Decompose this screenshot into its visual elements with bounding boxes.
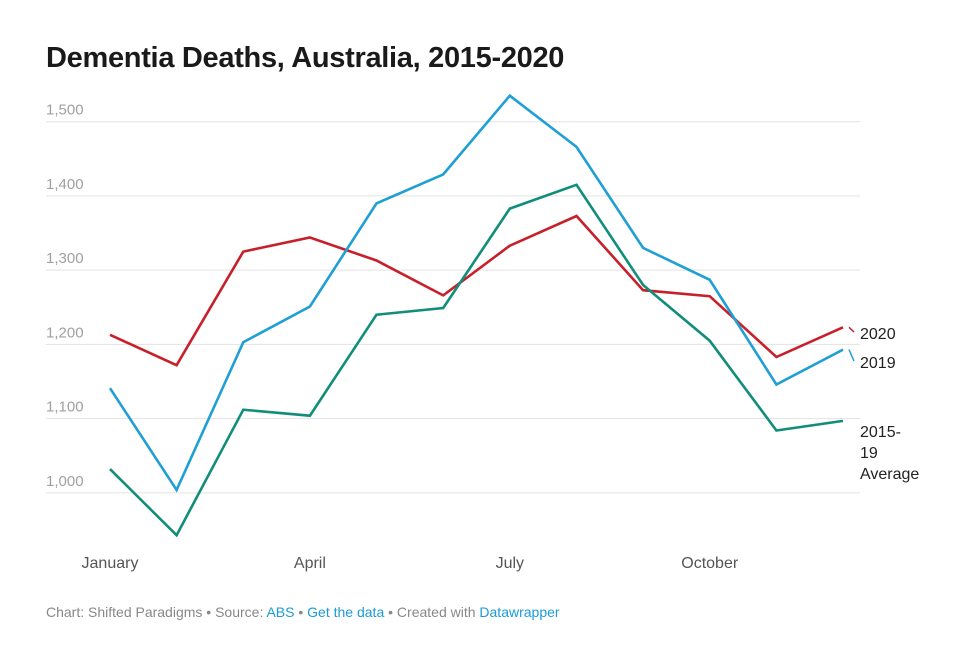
x-tick-label: April [294,555,326,572]
series-label-line: 19 [860,445,878,462]
x-axis-ticks: January April July October [82,555,739,572]
x-tick-label: July [496,555,524,572]
series-line [108,93,844,493]
series-line [109,183,844,538]
series-label: 2020 [860,326,896,343]
series-label-line: Average [860,466,919,483]
footer-separator: • [384,604,397,620]
y-tick-label: 1,300 [46,250,84,267]
chart-credit: Chart: Shifted Paradigms [46,604,203,620]
series-end-labels: 2020 2019 2015- 19 Average [848,326,919,483]
footer-separator: • [202,604,216,620]
series-label: 2019 [860,355,896,372]
created-prefix: Created with [396,604,480,620]
y-axis-ticks: 1,000 1,100 1,200 1,300 1,400 1,500 [46,102,84,490]
y-tick-label: 1,200 [46,324,84,341]
source-link[interactable]: ABS [266,604,295,620]
footer-separator: • [294,604,308,620]
gridlines [46,121,860,494]
y-tick-label: 1,000 [46,473,84,490]
y-tick-label: 1,400 [46,176,84,193]
source-prefix: Source: [215,604,267,620]
y-tick-label: 1,100 [46,399,84,416]
series-label-line: 2020 [860,326,896,343]
series-label: 2015- 19 Average [860,424,919,483]
series-label-line: 2015- [860,424,901,441]
chart-footer: Chart: Shifted Paradigms • Source: ABS •… [46,604,560,620]
label-connector [848,326,855,333]
label-connector [848,349,855,362]
series-line [109,214,844,367]
x-tick-label: October [681,555,739,572]
datawrapper-link[interactable]: Datawrapper [479,604,560,620]
series-lines [108,93,844,538]
y-tick-label: 1,500 [46,102,84,119]
series-label-line: 2019 [860,355,896,372]
get-data-link[interactable]: Get the data [307,604,385,620]
x-tick-label: January [82,555,139,572]
chart-title: Dementia Deaths, Australia, 2015-2020 [46,42,565,74]
